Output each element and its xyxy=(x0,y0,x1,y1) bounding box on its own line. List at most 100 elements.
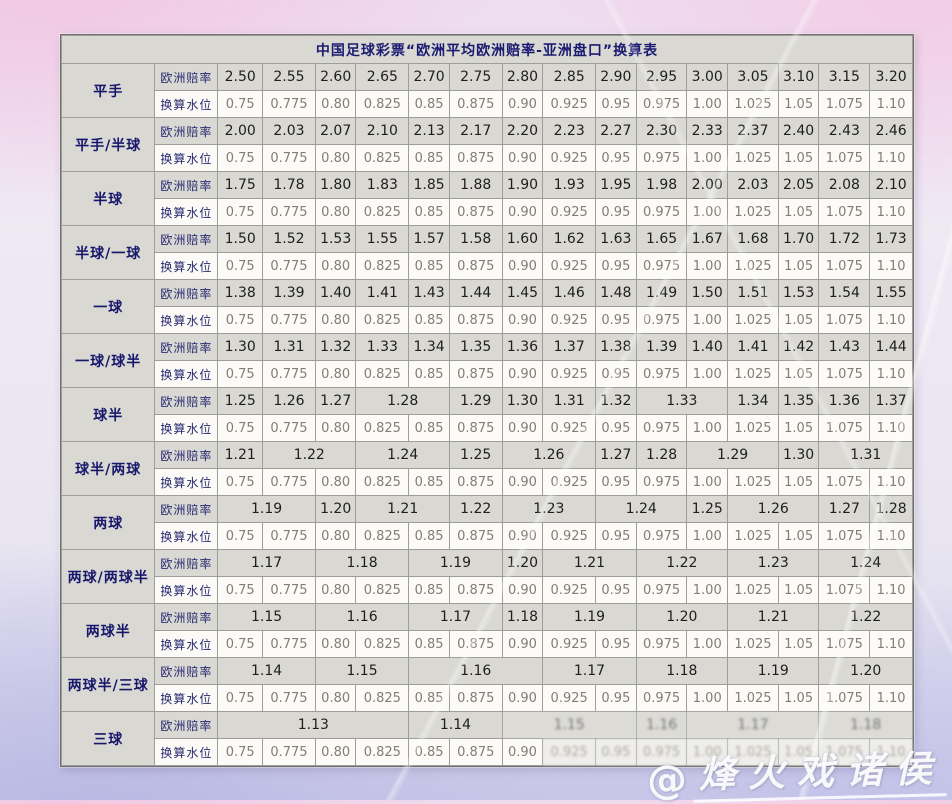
water-level-cell: 0.85 xyxy=(408,414,450,442)
group-odds-row: 两球半/三球 欧洲赔率 1.14 1.15 1.16 1.17 1.18 1.19 1.20 xyxy=(60,657,913,712)
water-level-cell: 0.95 xyxy=(595,576,637,604)
water-level-cell: 1.05 xyxy=(777,468,820,496)
odds-value-cell: 1.90 xyxy=(501,171,544,199)
odds-value-cell: 1.75 xyxy=(217,171,264,199)
odds-value-cell: 1.15 xyxy=(314,657,410,685)
odds-value-cell: 1.55 xyxy=(355,225,410,253)
water-level-cell: 0.925 xyxy=(542,252,597,280)
odds-value-cell: 1.24 xyxy=(818,549,913,577)
odds-value-cell: 2.37 xyxy=(727,117,779,145)
odds-value-cell: 2.03 xyxy=(262,117,316,145)
water-level-cell: 0.825 xyxy=(355,414,410,442)
water-level-cell: 1.05 xyxy=(777,198,820,226)
odds-value-cell: 1.31 xyxy=(818,441,913,469)
water-level-cell: 1.10 xyxy=(869,738,913,766)
odds-value-cell: 1.18 xyxy=(314,549,410,577)
water-level-cell: 0.90 xyxy=(501,144,544,172)
odds-value-cell: 1.25 xyxy=(448,441,503,469)
water-level-cell: 0.85 xyxy=(408,630,450,658)
odds-value-cell: 1.65 xyxy=(635,225,688,253)
handicap-label: 球半/两球 xyxy=(60,441,156,496)
odds-value-cell: 1.17 xyxy=(408,603,503,631)
odds-value-cell: 1.22 xyxy=(262,441,357,469)
odds-value-cell: 1.19 xyxy=(727,657,820,685)
water-level-cell: 1.025 xyxy=(727,630,779,658)
group-water-row: 换算水位 0.75 0.775 0.80 0.825 0.85 0.875 0.90 0.925… xyxy=(62,414,913,442)
odds-value-cell: 2.30 xyxy=(635,117,688,145)
water-level-cell: 0.80 xyxy=(314,468,357,496)
water-row-header: 换算水位 xyxy=(154,252,219,280)
water-level-cell: 0.925 xyxy=(542,738,597,766)
water-level-cell: 0.85 xyxy=(408,522,450,550)
group-odds-row: 两球/两球半 欧洲赔率 1.17 1.18 1.19 1.20 1.21 1.22 1.23 1.… xyxy=(60,549,913,604)
odds-value-cell: 1.28 xyxy=(355,387,450,415)
water-level-cell: 0.925 xyxy=(542,90,597,118)
odds-value-cell: 1.41 xyxy=(727,333,779,361)
water-level-cell: 0.825 xyxy=(355,144,410,172)
water-level-cell: 1.00 xyxy=(686,630,729,658)
water-level-cell: 0.775 xyxy=(262,522,316,550)
water-row-header: 换算水位 xyxy=(154,360,219,388)
group-odds-row: 平手 欧洲赔率 2.50 2.55 2.60 2.65 2.70 2.75 2.80 2.85 2.… xyxy=(60,63,913,118)
odds-value-cell: 1.63 xyxy=(595,225,637,253)
water-row-header: 换算水位 xyxy=(154,576,219,604)
odds-value-cell: 2.08 xyxy=(818,171,871,199)
odds-row-header: 欧洲赔率 xyxy=(154,117,219,145)
odds-value-cell: 2.13 xyxy=(408,117,450,145)
water-row-header: 换算水位 xyxy=(154,90,219,118)
odds-value-cell: 1.48 xyxy=(595,279,637,307)
water-level-cell: 0.975 xyxy=(635,576,688,604)
water-level-cell: 0.90 xyxy=(501,414,544,442)
water-level-cell: 0.80 xyxy=(314,630,357,658)
water-level-cell: 0.775 xyxy=(262,468,316,496)
water-level-cell: 1.05 xyxy=(777,738,820,766)
water-level-cell: 1.00 xyxy=(686,144,729,172)
odds-value-cell: 1.20 xyxy=(501,549,544,577)
odds-value-cell: 1.45 xyxy=(501,279,544,307)
odds-value-cell: 1.44 xyxy=(869,333,913,361)
odds-value-cell: 1.73 xyxy=(869,225,913,253)
water-level-cell: 0.875 xyxy=(448,414,503,442)
odds-value-cell: 1.43 xyxy=(818,333,871,361)
odds-value-cell: 1.49 xyxy=(635,279,688,307)
odds-value-cell: 1.43 xyxy=(408,279,450,307)
odds-value-cell: 1.29 xyxy=(686,441,779,469)
odds-value-cell: 1.80 xyxy=(314,171,357,199)
water-level-cell: 0.925 xyxy=(542,576,597,604)
odds-value-cell: 1.38 xyxy=(217,279,264,307)
group-odds-row: 半球 欧洲赔率 1.75 1.78 1.80 1.83 1.85 1.88 1.90 1.93 1.… xyxy=(60,171,913,226)
water-level-cell: 0.95 xyxy=(595,468,637,496)
water-level-cell: 0.75 xyxy=(217,576,264,604)
water-level-cell: 0.80 xyxy=(314,306,357,334)
water-level-cell: 0.775 xyxy=(262,360,316,388)
odds-value-cell: 1.34 xyxy=(408,333,450,361)
odds-value-cell: 1.13 xyxy=(217,711,410,739)
water-level-cell: 0.975 xyxy=(635,414,688,442)
odds-value-cell: 1.42 xyxy=(777,333,820,361)
odds-value-cell: 1.24 xyxy=(355,441,450,469)
water-level-cell: 0.75 xyxy=(217,738,264,766)
odds-value-cell: 2.07 xyxy=(314,117,357,145)
odds-value-cell: 2.20 xyxy=(501,117,544,145)
odds-value-cell: 1.27 xyxy=(314,387,357,415)
odds-value-cell: 1.88 xyxy=(448,171,503,199)
water-level-cell: 0.925 xyxy=(542,414,597,442)
water-level-cell: 0.775 xyxy=(262,90,316,118)
odds-value-cell: 1.52 xyxy=(262,225,316,253)
odds-value-cell: 1.31 xyxy=(542,387,597,415)
odds-value-cell: 1.20 xyxy=(635,603,729,631)
odds-value-cell: 1.20 xyxy=(818,657,913,685)
water-level-cell: 1.10 xyxy=(869,306,913,334)
water-level-cell: 0.75 xyxy=(217,684,264,712)
group-odds-row: 两球 欧洲赔率 1.19 1.20 1.21 1.22 1.23 1.24 1.25 1.26 1.… xyxy=(60,495,913,550)
water-level-cell: 0.825 xyxy=(355,522,410,550)
odds-row-header: 欧洲赔率 xyxy=(154,603,219,631)
water-level-cell: 0.85 xyxy=(408,360,450,388)
odds-value-cell: 2.75 xyxy=(448,63,503,91)
water-level-cell: 1.025 xyxy=(727,738,779,766)
water-level-cell: 1.075 xyxy=(818,306,871,334)
water-level-cell: 1.075 xyxy=(818,144,871,172)
water-level-cell: 0.825 xyxy=(355,360,410,388)
water-level-cell: 0.775 xyxy=(262,198,316,226)
water-level-cell: 0.875 xyxy=(448,684,503,712)
